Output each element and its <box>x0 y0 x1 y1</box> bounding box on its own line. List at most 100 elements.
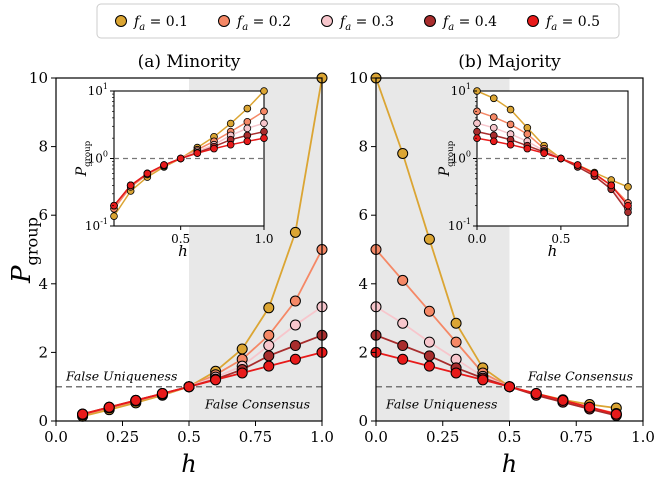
data-point <box>450 367 462 379</box>
data-point <box>477 374 489 386</box>
data-point <box>210 374 222 386</box>
data-point <box>77 408 89 420</box>
inset-y-tick-label: 10-1 <box>448 217 471 233</box>
inset-data-point <box>624 183 632 191</box>
inset-series-line <box>113 137 265 207</box>
x-axis-label: h <box>502 450 517 478</box>
inset-data-point <box>110 212 118 220</box>
y-axis-label: Pgroup <box>7 217 41 284</box>
inset-data-point <box>506 120 515 129</box>
inset-x-axis-label: h <box>548 242 558 260</box>
y-tick-label: 6 <box>38 206 48 224</box>
x-tick-label: 0.25 <box>426 428 459 446</box>
inset-data-point <box>126 181 135 190</box>
data-point <box>289 340 301 352</box>
x-axis-label: h <box>181 450 196 478</box>
legend-label: fa = 0.5 <box>545 14 600 33</box>
data-point <box>263 340 275 352</box>
inset-data-point <box>473 127 481 136</box>
legend-marker <box>218 15 230 27</box>
data-point <box>557 394 569 406</box>
series-line <box>375 77 617 409</box>
legend-marker <box>527 15 539 27</box>
data-point <box>504 381 515 393</box>
inset-data-point <box>193 149 202 157</box>
x-tick-label: 0.0 <box>44 428 68 446</box>
data-point <box>263 350 275 362</box>
x-tick-label: 1.0 <box>310 428 334 446</box>
inset-data-point <box>176 154 185 163</box>
data-point <box>289 353 301 365</box>
inset-data-point <box>607 181 616 190</box>
data-point <box>130 394 142 406</box>
data-point <box>397 274 409 286</box>
y-tick-label: 6 <box>358 206 368 224</box>
annotation-above: False Consensus <box>527 369 633 384</box>
inset-data-point <box>624 208 632 217</box>
inset-y-axis-label: Pgroup <box>74 140 93 177</box>
data-point <box>156 388 168 400</box>
inset-data-point <box>573 161 582 169</box>
inset-y-tick-label: 100 <box>451 150 471 166</box>
legend-marker <box>424 15 436 27</box>
data-point <box>450 336 462 348</box>
inset-data-point <box>226 140 235 149</box>
y-tick-label: 10 <box>349 69 368 87</box>
y-tick-label: 4 <box>358 275 368 293</box>
data-point <box>263 329 275 341</box>
inset-y-tick-label: 101 <box>451 82 471 98</box>
inset-data-point <box>557 154 565 163</box>
x-tick-label: 1.0 <box>631 428 655 446</box>
inset-data-point <box>506 105 515 114</box>
legend-label: fa = 0.1 <box>133 14 188 33</box>
inset-y-axis-label: Pgroup <box>437 140 456 177</box>
y-tick-label: 4 <box>38 275 48 293</box>
y-tick-label: 2 <box>358 343 368 361</box>
data-point <box>450 317 462 329</box>
data-point <box>183 381 195 393</box>
inset-data-point <box>506 140 515 149</box>
inset-data-point <box>143 169 152 178</box>
series-line <box>375 351 617 415</box>
series-line <box>82 351 323 415</box>
inset-data-point <box>523 123 532 132</box>
inset-x-tick-label: 0.0 <box>467 232 486 246</box>
inset-data-point <box>489 123 498 132</box>
x-tick-label: 0.0 <box>364 428 388 446</box>
data-point <box>397 353 409 365</box>
inset-data-point <box>260 127 268 136</box>
y-tick-label: 0 <box>38 412 48 430</box>
data-point <box>289 319 301 331</box>
annotation-below: False Uniqueness <box>385 397 497 412</box>
inset-data-point <box>590 169 599 178</box>
data-point <box>423 336 435 348</box>
x-tick-label: 0.5 <box>498 428 522 446</box>
data-point <box>103 401 115 413</box>
x-tick-label: 0.5 <box>177 428 201 446</box>
annotation-below: False Consensus <box>204 397 310 412</box>
data-point <box>584 401 596 413</box>
inset-data-point <box>624 201 632 210</box>
inset-data-point <box>523 144 532 153</box>
series-line <box>82 77 323 418</box>
panel-title: (b) Majority <box>458 52 561 72</box>
y-tick-label: 8 <box>358 138 368 156</box>
inset-data-point <box>260 107 268 116</box>
data-point <box>423 350 435 362</box>
inset-y-tick-label: 10-1 <box>85 217 108 233</box>
inset-data-point <box>210 144 218 153</box>
inset-data-point <box>489 113 498 121</box>
inset-data-point <box>160 161 168 169</box>
inset-data-point <box>489 94 498 103</box>
inset-x-tick-label: 0.5 <box>171 232 190 246</box>
data-point <box>610 408 622 420</box>
legend-label: fa = 0.3 <box>339 14 394 33</box>
data-point <box>289 226 301 238</box>
y-tick-label: 2 <box>38 343 48 361</box>
inset-x-tick-label: 0.5 <box>551 232 570 246</box>
data-point <box>263 302 275 314</box>
inset-y-tick-label: 101 <box>88 82 108 98</box>
data-point <box>423 233 435 245</box>
inset-data-point <box>260 119 268 128</box>
